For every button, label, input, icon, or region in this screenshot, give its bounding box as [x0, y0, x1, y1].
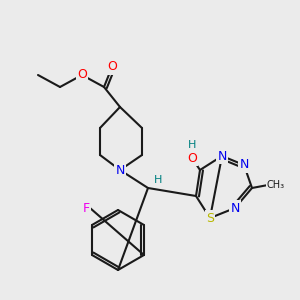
Text: O: O — [107, 61, 117, 74]
Text: CH₃: CH₃ — [267, 180, 285, 190]
Text: F: F — [82, 202, 90, 214]
Text: H: H — [154, 175, 162, 185]
Text: S: S — [206, 212, 214, 224]
Text: O: O — [187, 152, 197, 164]
Text: N: N — [115, 164, 125, 176]
Text: O: O — [77, 68, 87, 82]
Text: H: H — [188, 140, 196, 150]
Text: N: N — [230, 202, 240, 214]
Text: N: N — [217, 149, 227, 163]
Text: N: N — [239, 158, 249, 172]
